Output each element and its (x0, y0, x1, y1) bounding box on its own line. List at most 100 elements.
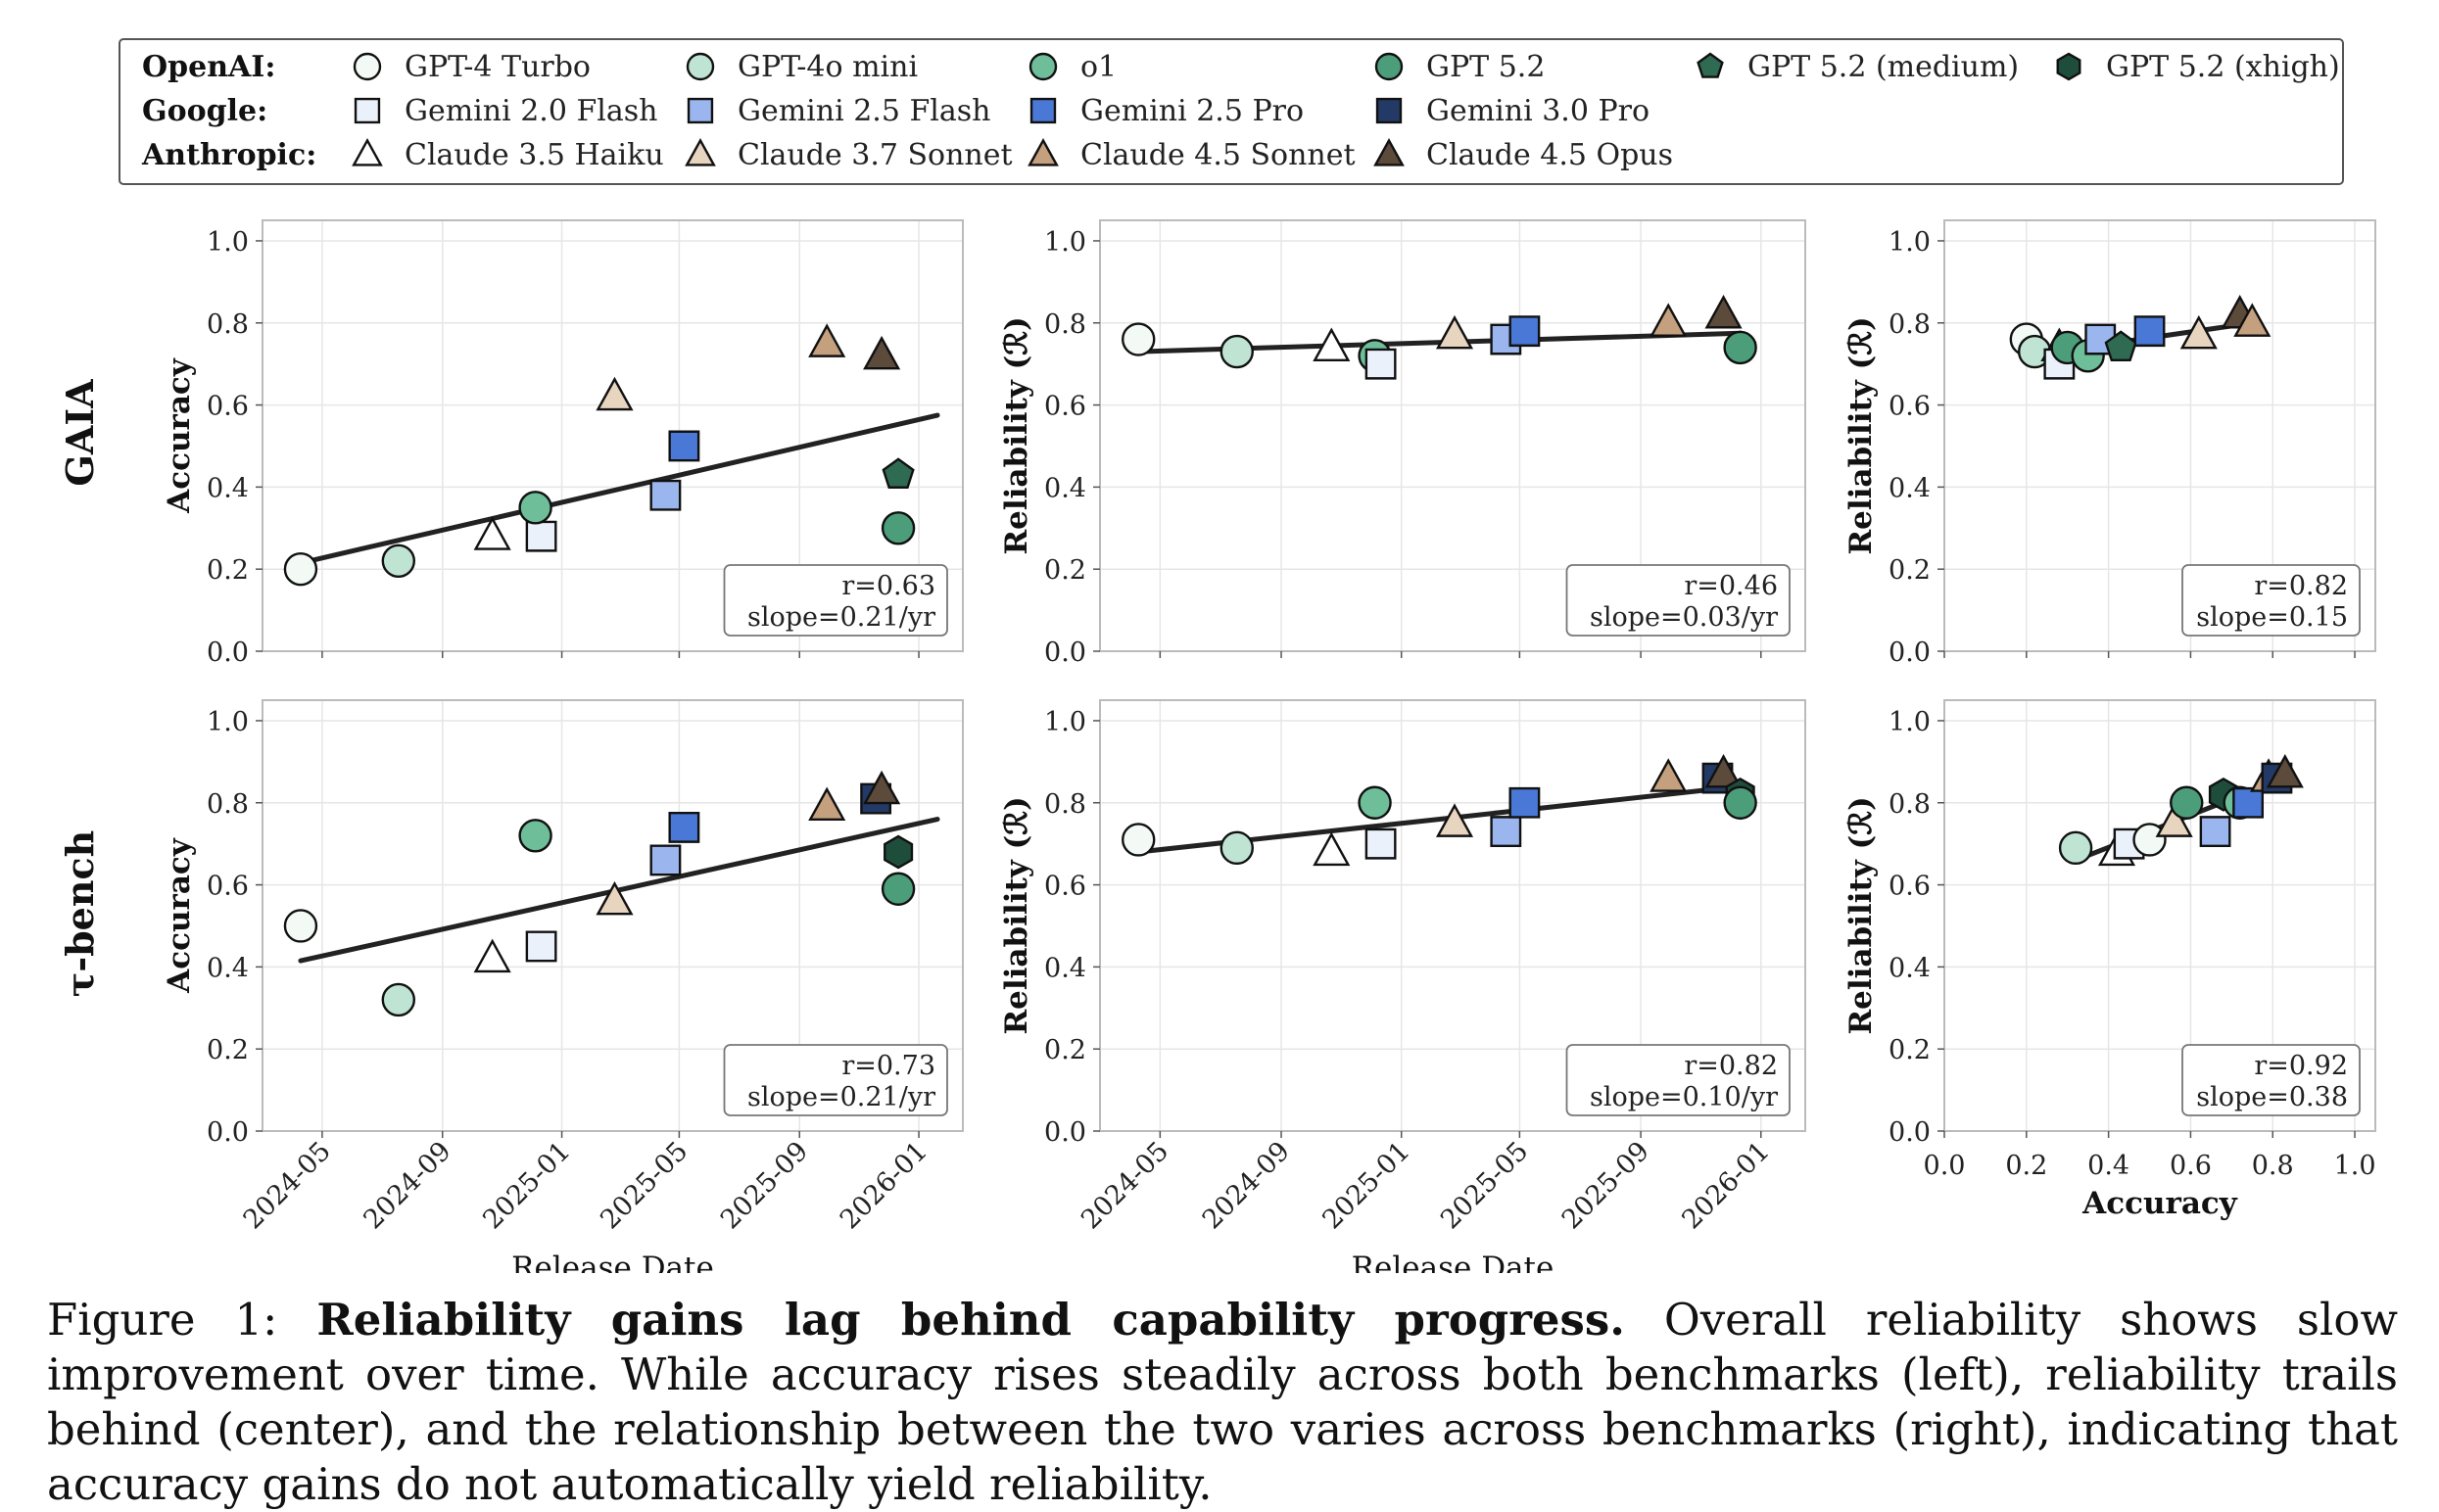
y-tick-label: 0.6 (1889, 872, 1931, 902)
point-gemini-2-5-pro (1508, 315, 1541, 348)
legend-marker-gpt-5-2-xhigh (2056, 52, 2081, 81)
stats-r: r=0.82 (1684, 1051, 1778, 1081)
y-tick-label: 0.8 (1044, 789, 1086, 820)
legend-marker-gemini-2-0-flash (354, 97, 381, 124)
point-gpt-5-2-xhigh (884, 834, 914, 870)
x-tick-label: 0.6 (2170, 1151, 2212, 1181)
point-claude-3-5-haiku (1313, 831, 1351, 867)
point-gpt-4-turbo (1122, 823, 1156, 857)
x-tick-label: 2025-01 (477, 1136, 576, 1235)
legend-marker-claude-4-5-opus (1373, 137, 1405, 166)
point-gemini-2-5-pro (2232, 786, 2265, 819)
y-tick-label: 0.8 (207, 309, 249, 340)
stats-box (2181, 1044, 2361, 1116)
point-claude-4-5-sonnet (1650, 303, 1688, 337)
point-claude-3-7-sonnet (596, 880, 634, 916)
legend-marker-gpt-5-2-medium (1697, 52, 1724, 78)
point-claude-3-5-haiku (473, 516, 511, 550)
legend-marker-claude-3-5-haiku (352, 137, 383, 166)
point-gpt-4o-mini (381, 543, 416, 579)
x-tick-label: 2026-01 (835, 1136, 933, 1235)
point-claude-4-5-opus (1704, 294, 1743, 329)
stats-box (1565, 1044, 1791, 1116)
axes-frame (1099, 699, 1806, 1132)
point-gemini-2-0-flash (525, 930, 557, 963)
legend-label-o1: o1 (1080, 50, 1117, 84)
y-tick-label: 0.4 (1044, 953, 1086, 983)
legend-label-gemini-2-5-pro: Gemini 2.5 Pro (1080, 94, 1304, 128)
y-tick-label: 1.0 (1889, 227, 1931, 258)
caption-title: Reliability gains lag behind capability … (316, 1294, 1625, 1346)
legend-marker-claude-4-5-sonnet (1028, 137, 1059, 166)
y-tick-label: 0.2 (1889, 1035, 1931, 1065)
y-tick-label: 0.0 (207, 1117, 249, 1148)
x-tick-label: 0.8 (2252, 1151, 2294, 1181)
point-gpt-5-2-medium (2104, 330, 2137, 362)
legend-marker-gpt-4o-mini (686, 52, 715, 81)
y-tick-label: 0.4 (1044, 473, 1086, 503)
point-gpt-4o-mini (1220, 334, 1254, 369)
point-gemini-2-0-flash (1364, 827, 1397, 860)
x-tick-label: 2026-01 (1676, 1136, 1775, 1235)
point-gemini-2-5-flash (649, 479, 682, 511)
stats-slope: slope=0.10/yr (1590, 1082, 1778, 1112)
point-gpt-4-turbo (2132, 823, 2167, 857)
x-tick-label: 1.0 (2334, 1151, 2376, 1181)
stats-slope: slope=0.21/yr (747, 1082, 935, 1112)
point-gpt-5-2 (881, 511, 916, 545)
x-axis-label: Release Date (1352, 1251, 1554, 1273)
point-claude-4-5-opus (863, 335, 901, 370)
y-tick-label: 0.8 (1889, 789, 1931, 820)
point-claude-3-5-haiku (473, 938, 511, 973)
point-claude-4-5-opus (863, 770, 901, 805)
point-claude-4-5-opus (1704, 754, 1743, 788)
stats-box (723, 564, 948, 637)
stats-r: r=0.73 (841, 1051, 935, 1081)
x-tick-label: 0.0 (1924, 1151, 1966, 1181)
y-tick-label: 0.4 (1889, 473, 1931, 503)
point-gpt-4-turbo (283, 909, 318, 943)
y-tick-label: 1.0 (1889, 707, 1931, 737)
y-axis-label: Reliability (ℛ) (1843, 796, 1879, 1034)
point-claude-4-5-sonnet (2233, 303, 2272, 337)
panel-gaia-reliability-accuracy: 0.0 0.2 0.4 0.6 0.8 1.0 Reliability (ℛ) r=0.82s… (1843, 219, 2376, 668)
stats-box (2181, 564, 2361, 637)
figure-caption: Figure 1: Reliability gains lag behind c… (47, 1293, 2398, 1512)
y-axis-label: Reliability (ℛ) (999, 796, 1034, 1034)
y-tick-label: 1.0 (1044, 707, 1086, 737)
x-tick-label: 2024-09 (358, 1136, 456, 1235)
panel-gaia-accuracy: 0.0 0.2 0.4 0.6 0.8 1.0 Accuracy r=0.63slope=0.… (162, 219, 964, 668)
x-axis-label: Accuracy (2081, 1186, 2238, 1221)
panel-tau-reliability-accuracy: 0.0 0.2 0.4 0.6 0.8 1.0 0.0 0.2 0.4 0.6 0.8 1.0 Reli… (1843, 699, 2376, 1221)
y-tick-label: 0.2 (1044, 1035, 1086, 1065)
point-gemini-2-5-pro (668, 811, 700, 843)
point-o1 (518, 819, 552, 853)
stats-slope: slope=0.15 (2196, 602, 2348, 633)
stats-r: r=0.92 (2254, 1051, 2348, 1081)
x-tick-label: 2024-09 (1197, 1136, 1296, 1235)
point-gemini-2-5-pro (668, 430, 700, 462)
point-claude-3-7-sonnet (2155, 803, 2193, 837)
point-o1 (518, 491, 552, 525)
legend-label-gemini-2-5-flash: Gemini 2.5 Flash (738, 94, 990, 128)
legend-label-claude-4-5-opus: Claude 4.5 Opus (1426, 138, 1673, 172)
legend-marker-gemini-2-5-pro (1029, 97, 1057, 124)
point-claude-3-7-sonnet (596, 376, 634, 411)
stats-r: r=0.63 (841, 571, 935, 601)
y-tick-label: 0.6 (207, 392, 249, 422)
x-tick-label: 2025-01 (1316, 1136, 1415, 1235)
y-axis-label: Accuracy (162, 837, 197, 994)
y-tick-label: 0.0 (207, 638, 249, 668)
stats-box (723, 1044, 948, 1116)
y-tick-label: 0.0 (1889, 638, 1931, 668)
y-tick-label: 1.0 (207, 227, 249, 258)
legend-label-gpt-5-2-xhigh: GPT 5.2 (xhigh) (2106, 50, 2340, 84)
y-tick-label: 0.2 (207, 555, 249, 586)
point-gemini-2-5-pro (2133, 315, 2166, 348)
x-tick-label: 2025-09 (1556, 1136, 1655, 1235)
stats-slope: slope=0.03/yr (1590, 602, 1778, 633)
legend-marker-gemini-2-5-flash (687, 97, 714, 124)
point-claude-3-7-sonnet (2179, 314, 2218, 350)
point-gpt-4-turbo (283, 551, 318, 587)
x-tick-label: 2024-05 (238, 1136, 337, 1235)
